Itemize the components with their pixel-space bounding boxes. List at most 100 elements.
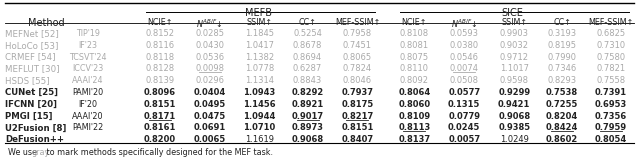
Text: 0.8151: 0.8151 [341, 123, 374, 132]
Text: 0.7821: 0.7821 [596, 64, 626, 73]
Text: 1.1456: 1.1456 [243, 100, 276, 109]
Text: 0.0057: 0.0057 [448, 135, 481, 144]
Text: 0.9903: 0.9903 [500, 29, 529, 38]
Text: 0.7451: 0.7451 [343, 41, 372, 50]
Text: 0.0475: 0.0475 [193, 112, 226, 121]
Text: 1.0778: 1.0778 [245, 64, 274, 73]
Text: 0.8171: 0.8171 [143, 112, 176, 121]
Text: 1.0710: 1.0710 [243, 123, 276, 132]
Text: 0.8046: 0.8046 [343, 76, 372, 85]
Text: 0.8195: 0.8195 [548, 41, 577, 50]
Text: 0.7937: 0.7937 [342, 88, 374, 97]
Text: 0.7346: 0.7346 [547, 64, 577, 73]
Text: 0.8116: 0.8116 [145, 41, 174, 50]
Text: to mark methods specifically designed for the MEF task.: to mark methods specifically designed fo… [44, 148, 273, 157]
Text: 1.1017: 1.1017 [500, 64, 529, 73]
Text: 0.0779: 0.0779 [448, 112, 480, 121]
Text: 0.9017: 0.9017 [291, 112, 324, 121]
Text: 0.8152: 0.8152 [145, 29, 174, 38]
Text: Method: Method [28, 18, 65, 28]
Text: CUNet [25]: CUNet [25] [5, 88, 58, 97]
Text: NCIE↑: NCIE↑ [402, 18, 427, 27]
Text: ICCV'23: ICCV'23 [72, 64, 104, 73]
Text: CRMEF [54]: CRMEF [54] [5, 53, 56, 62]
Text: 0.7558: 0.7558 [596, 76, 626, 85]
Text: 1.0417: 1.0417 [245, 41, 274, 50]
Text: SICE: SICE [502, 8, 524, 18]
Text: 0.8081: 0.8081 [400, 41, 429, 50]
Text: MEF-SSIM↑: MEF-SSIM↑ [335, 18, 380, 27]
Text: 0.8678: 0.8678 [293, 41, 322, 50]
Text: 1.1619: 1.1619 [245, 135, 274, 144]
Text: $N^{AB/F}$↓: $N^{AB/F}$↓ [451, 18, 477, 30]
Text: 0.0404: 0.0404 [193, 88, 226, 97]
Text: 0.8175: 0.8175 [341, 100, 374, 109]
Text: 0.8921: 0.8921 [291, 100, 324, 109]
Text: 0.9712: 0.9712 [500, 53, 529, 62]
Text: 0.0593: 0.0593 [450, 29, 479, 38]
Text: 0.7958: 0.7958 [343, 29, 372, 38]
Text: 0.9299: 0.9299 [498, 88, 531, 97]
Text: 0.7538: 0.7538 [546, 88, 578, 97]
Text: AAAI'20: AAAI'20 [72, 112, 104, 121]
Text: gray: gray [31, 148, 49, 157]
Text: 0.8602: 0.8602 [546, 135, 579, 144]
Text: 0.0577: 0.0577 [448, 88, 481, 97]
Text: TIP'19: TIP'19 [76, 29, 100, 38]
Text: 0.8139: 0.8139 [145, 76, 174, 85]
Text: 0.0380: 0.0380 [450, 41, 479, 50]
Text: 0.8054: 0.8054 [595, 135, 627, 144]
Text: 0.9421: 0.9421 [498, 100, 531, 109]
Text: We use: We use [8, 148, 40, 157]
Text: 0.8137: 0.8137 [398, 135, 431, 144]
Text: 0.8694: 0.8694 [293, 53, 322, 62]
Text: 0.9068: 0.9068 [291, 135, 324, 144]
Text: 0.8113: 0.8113 [398, 123, 431, 132]
Text: MEFNet [52]: MEFNet [52] [5, 29, 59, 38]
Text: PMGI [15]: PMGI [15] [5, 112, 52, 121]
Text: 0.8118: 0.8118 [145, 53, 174, 62]
Text: 1.0944: 1.0944 [243, 112, 276, 121]
Text: 0.6953: 0.6953 [595, 100, 627, 109]
Text: HSDS [55]: HSDS [55] [5, 76, 50, 85]
Text: IF'23: IF'23 [78, 41, 97, 50]
Text: MEFB: MEFB [245, 8, 272, 18]
Text: MEFLUT [30]: MEFLUT [30] [5, 64, 60, 73]
Text: 0.0074: 0.0074 [450, 64, 479, 73]
Text: 1.1845: 1.1845 [245, 29, 274, 38]
Text: 0.7990: 0.7990 [548, 53, 577, 62]
Text: 0.0245: 0.0245 [448, 123, 481, 132]
Text: 0.7959: 0.7959 [595, 123, 627, 132]
Text: 0.0495: 0.0495 [193, 100, 226, 109]
Text: 0.7391: 0.7391 [595, 88, 627, 97]
Text: 0.8204: 0.8204 [546, 112, 579, 121]
Text: 0.8064: 0.8064 [398, 88, 431, 97]
Text: AAAI'24: AAAI'24 [72, 76, 104, 85]
Text: 0.8161: 0.8161 [143, 123, 176, 132]
Text: 0.8108: 0.8108 [400, 29, 429, 38]
Text: 0.8424: 0.8424 [546, 123, 579, 132]
Text: 1.0943: 1.0943 [243, 88, 276, 97]
Text: SSIM↑: SSIM↑ [246, 18, 273, 27]
Text: 0.8293: 0.8293 [548, 76, 577, 85]
Text: 0.6287: 0.6287 [293, 64, 322, 73]
Text: 0.8292: 0.8292 [291, 88, 324, 97]
Text: 0.9032: 0.9032 [500, 41, 529, 50]
Text: 0.8128: 0.8128 [145, 64, 174, 73]
Text: 0.7824: 0.7824 [343, 64, 372, 73]
Text: PAMI'22: PAMI'22 [72, 123, 104, 132]
Text: U2Fusion [8]: U2Fusion [8] [5, 123, 67, 132]
Text: 0.3193: 0.3193 [548, 29, 577, 38]
Text: 0.1315: 0.1315 [448, 100, 481, 109]
Text: 0.0536: 0.0536 [195, 53, 224, 62]
Text: 0.7310: 0.7310 [596, 41, 626, 50]
Text: 0.7356: 0.7356 [595, 112, 627, 121]
Text: 0.8092: 0.8092 [400, 76, 429, 85]
Text: 0.7580: 0.7580 [596, 53, 626, 62]
Text: $N^{AB/F}$↓: $N^{AB/F}$↓ [196, 18, 223, 30]
Text: 0.8110: 0.8110 [400, 64, 429, 73]
Text: 0.0546: 0.0546 [450, 53, 479, 62]
Text: 0.8109: 0.8109 [398, 112, 431, 121]
Text: 1.1382: 1.1382 [245, 53, 274, 62]
Text: 0.8060: 0.8060 [398, 100, 431, 109]
